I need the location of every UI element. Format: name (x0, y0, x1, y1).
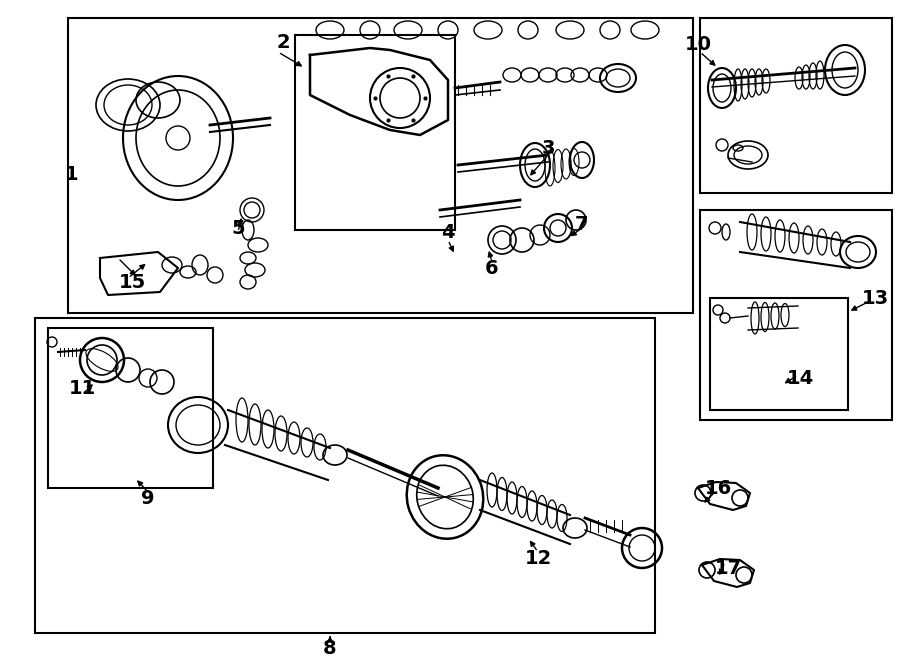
Text: 8: 8 (323, 639, 337, 658)
Text: 16: 16 (705, 479, 732, 498)
Text: 10: 10 (685, 36, 712, 54)
Text: 17: 17 (715, 559, 742, 578)
Text: 15: 15 (119, 274, 146, 293)
Text: 12: 12 (525, 549, 552, 568)
Text: 14: 14 (787, 368, 814, 387)
Text: 5: 5 (231, 219, 245, 237)
Bar (68, 18, 693, 313)
Bar (295, 35, 455, 230)
Text: 3: 3 (541, 139, 554, 157)
Text: 13: 13 (861, 288, 888, 307)
Text: 2: 2 (276, 32, 290, 52)
Bar (700, 210, 892, 420)
Text: 11: 11 (68, 379, 95, 397)
Bar (35, 318, 655, 633)
Text: 4: 4 (441, 223, 454, 243)
Bar (700, 18, 892, 193)
Bar (48, 328, 213, 488)
Text: 1: 1 (65, 165, 79, 184)
Text: 7: 7 (575, 215, 589, 235)
Text: 9: 9 (141, 488, 155, 508)
Text: 6: 6 (485, 258, 499, 278)
Bar (710, 298, 848, 410)
